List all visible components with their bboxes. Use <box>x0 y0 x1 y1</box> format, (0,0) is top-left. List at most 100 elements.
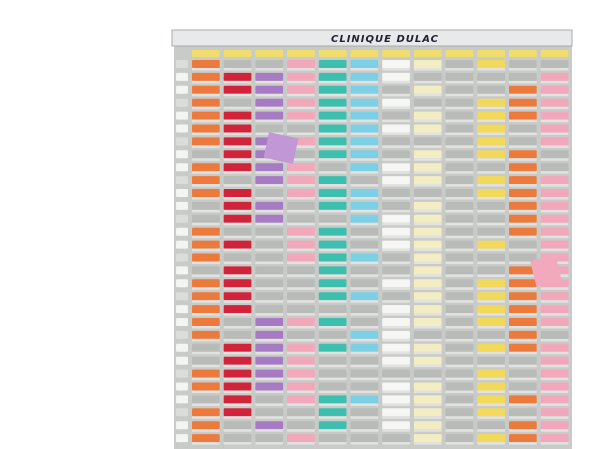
slot-lip <box>287 300 315 303</box>
slot-lip <box>318 132 347 135</box>
slot-lip <box>350 442 379 445</box>
slot <box>176 343 188 352</box>
slot-lip <box>223 326 252 329</box>
card <box>350 85 379 94</box>
card <box>318 124 347 133</box>
slot-lip <box>540 416 569 419</box>
slot-lip <box>413 68 442 71</box>
slot <box>192 343 220 352</box>
slot <box>255 279 284 288</box>
card <box>540 305 569 314</box>
slot-lip <box>350 222 379 226</box>
slot-lip <box>192 287 220 290</box>
slot-lip <box>413 326 442 329</box>
card <box>255 330 284 339</box>
card <box>192 421 220 430</box>
slot <box>255 227 284 236</box>
card <box>255 343 284 352</box>
slot <box>176 369 188 378</box>
slot-lip <box>287 274 315 277</box>
slot <box>350 369 379 378</box>
slot-lip <box>318 338 347 342</box>
card <box>413 279 442 288</box>
slot <box>176 240 188 249</box>
slot-lip <box>255 313 284 316</box>
slot-lip <box>445 197 474 200</box>
slot-lip <box>382 351 410 355</box>
slot-lip <box>192 184 220 187</box>
slot-lip <box>255 403 284 406</box>
card <box>413 266 442 275</box>
card <box>382 408 410 417</box>
slot-lip <box>318 377 347 381</box>
slot-lip <box>413 248 442 252</box>
slot-lip <box>287 364 315 368</box>
card <box>540 434 569 443</box>
card <box>509 176 537 185</box>
slot-lip <box>540 300 569 303</box>
slot-lip <box>318 326 347 329</box>
card <box>413 176 442 185</box>
card <box>540 356 569 365</box>
slot <box>477 266 505 275</box>
slot-lip <box>192 300 220 303</box>
slot <box>509 72 537 81</box>
slot-lip <box>192 68 220 71</box>
slot-lip <box>477 274 505 277</box>
slot-lip <box>255 248 284 252</box>
slot-lip <box>413 222 442 226</box>
card <box>413 408 442 417</box>
slot <box>176 330 188 339</box>
card <box>223 356 252 365</box>
slot <box>223 227 252 236</box>
card <box>350 330 379 339</box>
slot-lip <box>255 338 284 342</box>
column-header <box>509 50 537 57</box>
card <box>223 163 252 172</box>
card <box>223 150 252 159</box>
slot-lip <box>477 351 505 355</box>
card <box>255 421 284 430</box>
slot-lip <box>509 364 537 368</box>
slot <box>540 60 569 68</box>
slot-lip <box>223 416 252 419</box>
slot-lip <box>509 261 537 264</box>
slot-lip <box>382 300 410 303</box>
card <box>540 124 569 133</box>
card <box>382 98 410 107</box>
column-header <box>413 50 442 57</box>
card <box>192 434 220 443</box>
slot-lip <box>382 235 410 239</box>
slot-lip <box>382 274 410 277</box>
slot <box>445 330 474 339</box>
slot-lip <box>382 106 410 110</box>
card <box>509 214 537 223</box>
slot-lip <box>287 106 315 110</box>
slot-lip <box>287 171 315 174</box>
slot-lip <box>382 429 410 432</box>
card <box>382 240 410 249</box>
card <box>477 124 505 133</box>
slot-lip <box>350 197 379 200</box>
slot-lip <box>509 222 537 226</box>
card <box>192 369 220 378</box>
slot-lip <box>223 209 252 213</box>
column-header <box>223 50 252 57</box>
slot-lip <box>445 80 474 84</box>
slot-lip <box>223 390 252 393</box>
card <box>477 137 505 146</box>
slot <box>318 163 347 172</box>
slot-lip <box>318 390 347 393</box>
slot <box>382 137 410 146</box>
slot-lip <box>540 248 569 252</box>
card <box>413 227 442 236</box>
slot-lip <box>382 158 410 161</box>
slot-lip <box>318 287 347 290</box>
slot <box>318 214 347 223</box>
slot-lip <box>192 403 220 406</box>
slot-lip <box>255 390 284 393</box>
slot-lip <box>350 364 379 368</box>
slot <box>350 421 379 430</box>
slot-lip <box>255 429 284 432</box>
slot-lip <box>413 287 442 290</box>
